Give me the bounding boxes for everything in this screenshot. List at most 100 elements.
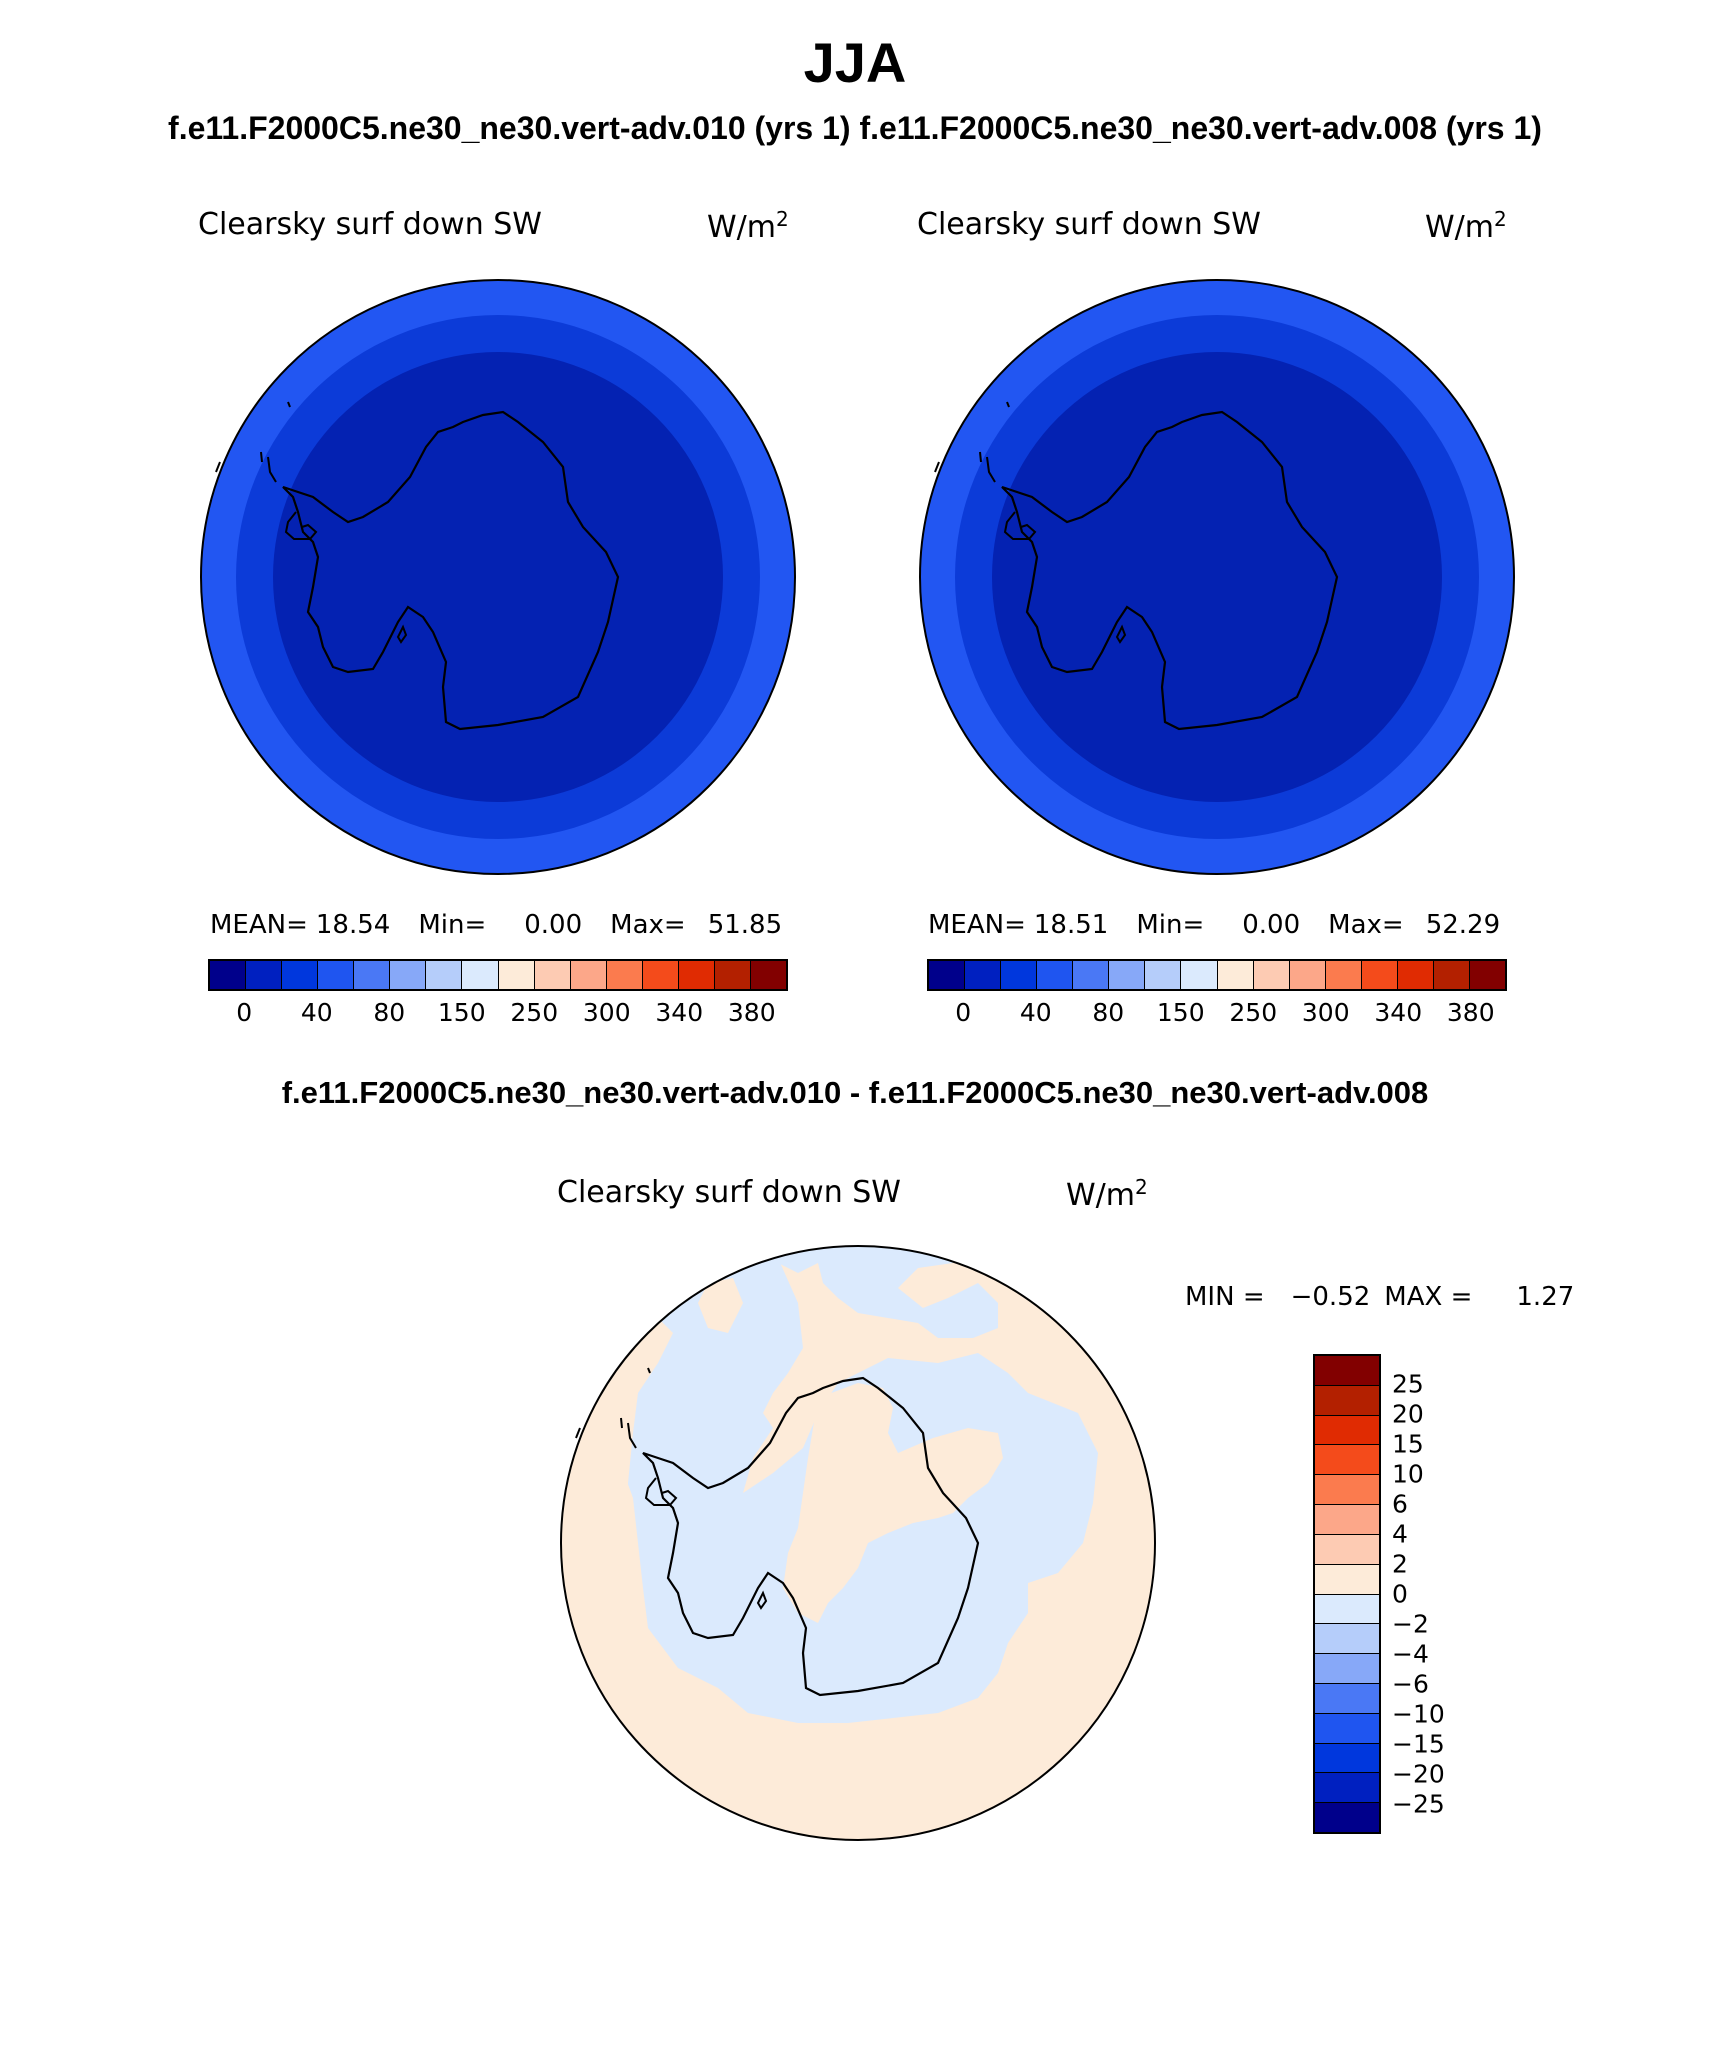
colorbar-swatch: [750, 961, 786, 989]
colorbar-swatch: [1145, 961, 1182, 989]
diff-colorbar-swatch: [1315, 1534, 1379, 1565]
colorbar-swatch: [462, 961, 499, 989]
colorbar-swatch: [965, 961, 1002, 989]
colorbar-tick-label: 80: [1092, 998, 1125, 1027]
diff-colorbar-swatch: [1315, 1564, 1379, 1595]
colorbar-swatch: [210, 961, 247, 989]
panel1-variable-label: Clearsky surf down SW: [198, 207, 542, 242]
diff-colorbar-tick-label: −10: [1392, 1699, 1445, 1729]
panel1-colorbar: [208, 959, 788, 991]
colorbar-tick-label: 300: [582, 998, 631, 1027]
diff-colorbar-ticks: 25 20 15 10 6 4 2 0 −2 −4 −6 −10 −15 −20 −25: [1392, 1354, 1472, 1834]
diff-colorbar-tick-label: 6: [1392, 1489, 1408, 1519]
panel1-map-border: [200, 279, 796, 875]
diff-negative-band-north: [733, 1246, 998, 1338]
diff-colorbar-swatch: [1315, 1803, 1379, 1832]
colorbar-swatch: [1289, 961, 1326, 989]
colorbar-swatch: [1181, 961, 1218, 989]
colorbar-swatch: [1073, 961, 1110, 989]
figure-subtitle: f.e11.F2000C5.ne30_ne30.vert-adv.010 (yr…: [168, 110, 1542, 146]
diff-colorbar-tick-label: 20: [1392, 1399, 1424, 1429]
diff-colorbar-tick-label: −15: [1392, 1729, 1445, 1759]
colorbar-swatch: [570, 961, 607, 989]
panel1-stats: MEAN= 18.54 Min= 0.00 Max= 51.85: [210, 910, 783, 940]
panel2-map-border: [919, 279, 1515, 875]
diff-colorbar-swatch: [1315, 1773, 1379, 1804]
diff-colorbar-tick-label: 10: [1392, 1459, 1424, 1489]
panel2-antarctica-coastline: [1001, 410, 1339, 731]
panel2-polar-map: [919, 279, 1515, 875]
colorbar-tick-label: 300: [1301, 998, 1350, 1027]
colorbar-swatch: [1325, 961, 1362, 989]
diff-polar-map: [560, 1245, 1156, 1841]
colorbar-swatch: [714, 961, 751, 989]
diff-colorbar-swatch: [1315, 1445, 1379, 1476]
panel2-inner-disk: [992, 352, 1442, 802]
diff-units-label: W/m2: [1066, 1175, 1148, 1213]
figure-title: JJA: [803, 31, 907, 94]
panel1-peninsula: [284, 511, 318, 540]
diff-minmax-label: MIN = −0.52 MAX = 1.27: [1185, 1282, 1575, 1312]
diff-colorbar-swatch: [1315, 1356, 1379, 1386]
panel1-colorbar-ticks: 0 40 80 150 250 300 340 380: [208, 998, 788, 1028]
diff-colorbar-tick-label: 15: [1392, 1429, 1424, 1459]
colorbar-swatch: [1217, 961, 1254, 989]
diff-colorbar-swatch: [1315, 1415, 1379, 1446]
colorbar-swatch: [678, 961, 715, 989]
colorbar-tick-label: 150: [437, 998, 486, 1027]
colorbar-tick-label: 250: [1229, 998, 1278, 1027]
diff-colorbar-swatch: [1315, 1683, 1379, 1714]
colorbar-tick-label: 380: [1446, 998, 1495, 1027]
colorbar-swatch: [929, 961, 966, 989]
diff-colorbar-tick-label: −6: [1392, 1669, 1429, 1699]
colorbar-tick-label: 340: [655, 998, 704, 1027]
diff-antarctica-coastline: [642, 1376, 980, 1697]
diff-peninsula: [644, 1477, 678, 1506]
colorbar-tick-label: 250: [510, 998, 559, 1027]
colorbar-swatch: [1253, 961, 1290, 989]
colorbar-swatch: [1361, 961, 1398, 989]
colorbar-swatch: [498, 961, 535, 989]
diff-colorbar: [1313, 1354, 1381, 1834]
panel2-peninsula: [1003, 511, 1037, 540]
diff-colorbar-tick-label: 2: [1392, 1549, 1408, 1579]
colorbar-swatch: [1397, 961, 1434, 989]
colorbar-swatch: [1109, 961, 1146, 989]
panel1-units-label: W/m2: [707, 207, 789, 245]
diff-colorbar-swatch: [1315, 1385, 1379, 1416]
colorbar-tick-label: 0: [236, 998, 253, 1027]
diff-positive-interior: [783, 1383, 1003, 1623]
colorbar-swatch: [318, 961, 355, 989]
panel1-inner-disk: [273, 352, 723, 802]
panel2-stats: MEAN= 18.51 Min= 0.00 Max= 52.29: [928, 910, 1501, 940]
diff-colorbar-tick-label: −20: [1392, 1759, 1445, 1789]
diff-colorbar-tick-label: 0: [1392, 1579, 1408, 1609]
colorbar-tick-label: 380: [727, 998, 776, 1027]
colorbar-swatch: [534, 961, 571, 989]
colorbar-swatch: [282, 961, 319, 989]
diff-colorbar-swatch: [1315, 1624, 1379, 1655]
colorbar-swatch: [1001, 961, 1038, 989]
diff-variable-label: Clearsky surf down SW: [557, 1175, 901, 1210]
diff-colorbar-tick-label: −4: [1392, 1639, 1429, 1669]
colorbar-tick-label: 80: [373, 998, 406, 1027]
diff-colorbar-swatch: [1315, 1475, 1379, 1506]
colorbar-tick-label: 0: [955, 998, 972, 1027]
colorbar-swatch: [426, 961, 463, 989]
diff-map-border: [560, 1245, 1156, 1841]
colorbar-swatch: [1433, 961, 1470, 989]
panel1-polar-map: [200, 279, 796, 875]
diff-colorbar-tick-label: −25: [1392, 1789, 1445, 1819]
diff-colorbar-tick-label: −2: [1392, 1609, 1429, 1639]
colorbar-swatch: [1469, 961, 1505, 989]
diff-colorbar-tick-label: 25: [1392, 1369, 1424, 1399]
colorbar-tick-label: 40: [300, 998, 333, 1027]
diff-colorbar-swatch: [1315, 1594, 1379, 1625]
colorbar-tick-label: 340: [1374, 998, 1423, 1027]
panel1-antarctica-coastline: [282, 410, 620, 731]
panel2-colorbar: [927, 959, 1507, 991]
diff-colorbar-tick-label: 4: [1392, 1519, 1408, 1549]
diff-colorbar-swatch: [1315, 1654, 1379, 1684]
panel2-variable-label: Clearsky surf down SW: [917, 207, 1261, 242]
colorbar-swatch: [606, 961, 643, 989]
